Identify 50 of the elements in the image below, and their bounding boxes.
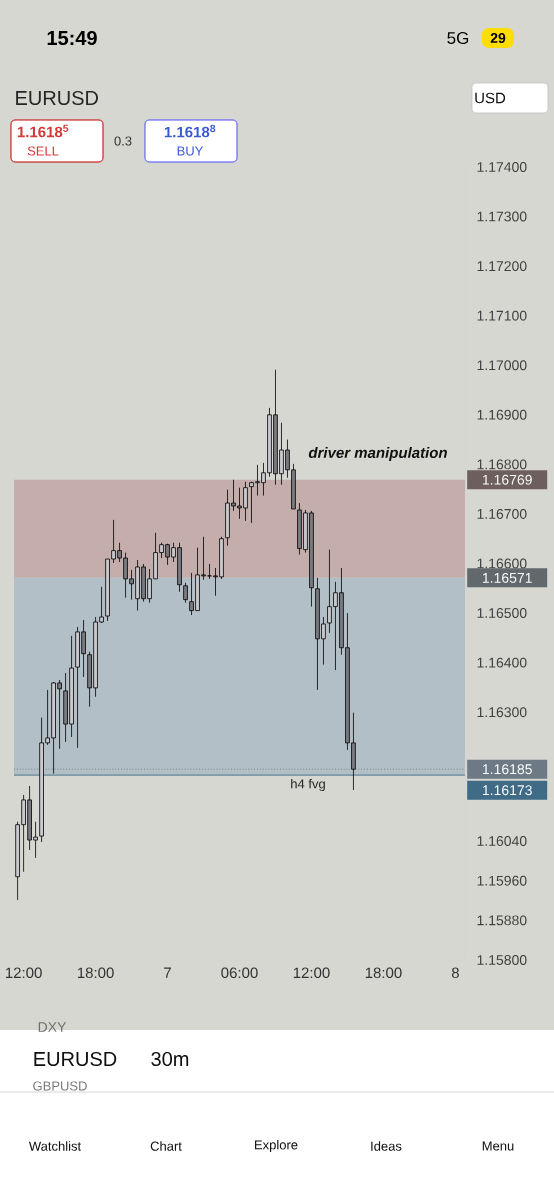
text: Ideas [371, 1141, 402, 1151]
y-tick-label: 1.16400 [477, 657, 527, 668]
y-tick-label: 1.17100 [477, 310, 527, 321]
chart-title: EURUSD [16, 90, 98, 106]
ref-line-label: 1.16185 [482, 764, 532, 775]
y-tick-label: 1.15880 [477, 915, 527, 926]
text: SELL [27, 146, 59, 156]
band-label: 1.16571 [482, 572, 532, 583]
y-tick-label: 1.16900 [477, 409, 527, 420]
candlestick [207, 563, 212, 580]
y-tick-label: 1.15800 [477, 955, 527, 965]
text: 1.1618$^{5}$ [17, 124, 69, 138]
x-tick-label: 06:00 [221, 967, 258, 979]
text: Explore [255, 1139, 298, 1153]
y-tick-label: 1.16700 [477, 508, 527, 519]
text: Menu [482, 1141, 514, 1151]
text: Chart [150, 1141, 182, 1151]
text: DXY [38, 1022, 67, 1032]
x-tick-label: 12:00 [5, 967, 42, 979]
y-tick-label: 1.16600 [477, 558, 527, 569]
annotation: driver manipulation [308, 447, 447, 461]
y-tick-label: 1.17200 [477, 261, 527, 272]
text: 15:49 [47, 30, 97, 46]
text: 0.3 [114, 136, 132, 146]
text: Watchlist [28, 1141, 82, 1151]
x-tick-label: 18:00 [365, 967, 402, 979]
x-tick-label: 18:00 [77, 967, 114, 979]
annotation: h4 fvg [291, 778, 325, 792]
text: USD [475, 92, 506, 104]
y-tick-label: 1.17300 [477, 211, 527, 222]
y-tick-label: 1.17400 [477, 162, 527, 172]
x-tick-label: 12:00 [293, 967, 330, 979]
x-tick-label: 7 [164, 967, 171, 978]
band-label: 1.16769 [482, 474, 532, 485]
candlestick [183, 582, 188, 604]
x-tick-label: 8 [451, 967, 459, 979]
text: GBPUSD [33, 1081, 87, 1091]
text: 29 [490, 33, 506, 43]
y-tick-label: 1.15960 [477, 875, 527, 886]
y-tick-label: 1.17000 [477, 360, 527, 371]
text: 30m [151, 1051, 189, 1067]
text: 5G [447, 31, 469, 45]
y-tick-label: 1.16040 [477, 836, 527, 846]
ref-line-label: 1.16173 [482, 785, 532, 796]
y-tick-label: 1.16300 [477, 707, 527, 718]
text: EURUSD [34, 1051, 117, 1067]
text: 1.1618$^{8}$ [164, 124, 216, 138]
text: BUY [177, 146, 204, 156]
y-tick-label: 1.16800 [477, 459, 527, 470]
y-tick-label: 1.16500 [477, 608, 527, 619]
